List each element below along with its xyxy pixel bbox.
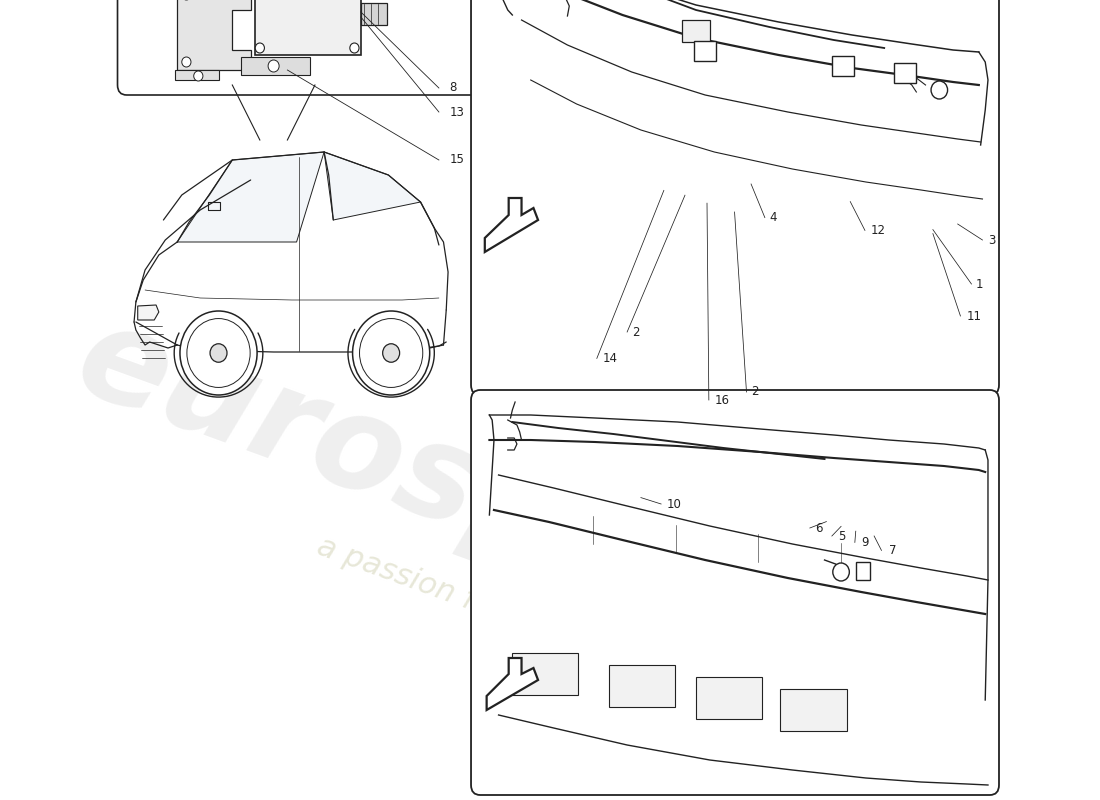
Bar: [608, 665, 675, 707]
Bar: [894, 63, 916, 83]
Text: 10: 10: [667, 498, 682, 510]
Circle shape: [268, 60, 279, 72]
Text: a passion for parts since 1985: a passion for parts since 1985: [312, 531, 756, 717]
Text: 11: 11: [967, 310, 982, 322]
Circle shape: [180, 311, 257, 395]
Text: 1: 1: [976, 278, 983, 290]
Bar: [696, 677, 762, 719]
Circle shape: [194, 71, 202, 81]
Text: 8: 8: [450, 82, 456, 94]
Text: 3: 3: [988, 234, 996, 246]
Text: 6: 6: [815, 522, 823, 534]
Text: 12: 12: [870, 224, 886, 237]
Circle shape: [210, 344, 227, 362]
Bar: [832, 56, 854, 76]
Circle shape: [255, 43, 264, 53]
Circle shape: [187, 318, 250, 387]
Polygon shape: [324, 152, 420, 220]
Polygon shape: [485, 198, 538, 252]
Text: 13: 13: [450, 106, 464, 118]
Text: 14: 14: [603, 352, 617, 365]
Circle shape: [383, 344, 399, 362]
Bar: [361, 3, 386, 25]
Circle shape: [182, 57, 191, 67]
Bar: [856, 562, 870, 580]
Polygon shape: [175, 70, 219, 80]
Text: 9: 9: [861, 536, 869, 549]
Text: 7: 7: [889, 544, 896, 557]
Bar: [242, 57, 310, 75]
Polygon shape: [177, 152, 324, 242]
FancyBboxPatch shape: [471, 0, 999, 395]
Text: 2: 2: [751, 386, 759, 398]
Polygon shape: [177, 0, 251, 70]
Polygon shape: [138, 305, 158, 320]
Circle shape: [931, 81, 947, 99]
Circle shape: [833, 563, 849, 581]
Polygon shape: [486, 658, 538, 710]
FancyBboxPatch shape: [471, 390, 999, 795]
Bar: [255, 0, 361, 55]
Text: 2: 2: [631, 326, 639, 338]
Text: 4: 4: [769, 211, 777, 224]
Bar: [694, 41, 716, 61]
Circle shape: [360, 318, 422, 387]
Circle shape: [350, 43, 359, 53]
Bar: [682, 20, 710, 42]
Bar: [513, 653, 579, 695]
Circle shape: [353, 311, 430, 395]
Bar: [781, 689, 847, 731]
FancyBboxPatch shape: [118, 0, 485, 95]
Text: eurospares: eurospares: [59, 294, 888, 698]
Text: 16: 16: [714, 394, 729, 406]
Text: 15: 15: [450, 154, 464, 166]
Text: 5: 5: [838, 530, 846, 542]
